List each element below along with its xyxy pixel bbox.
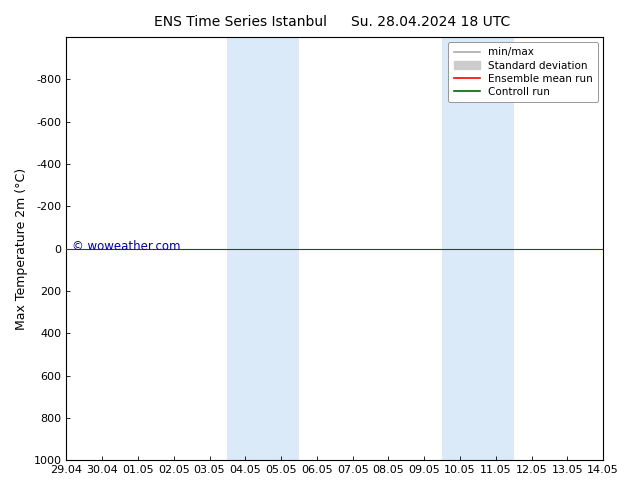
Text: © woweather.com: © woweather.com <box>72 240 180 253</box>
Text: Su. 28.04.2024 18 UTC: Su. 28.04.2024 18 UTC <box>351 15 511 29</box>
Bar <box>442 37 514 460</box>
Text: ENS Time Series Istanbul: ENS Time Series Istanbul <box>155 15 327 29</box>
Y-axis label: Max Temperature 2m (°C): Max Temperature 2m (°C) <box>15 168 28 330</box>
Legend: min/max, Standard deviation, Ensemble mean run, Controll run: min/max, Standard deviation, Ensemble me… <box>448 42 598 102</box>
Bar <box>228 37 299 460</box>
